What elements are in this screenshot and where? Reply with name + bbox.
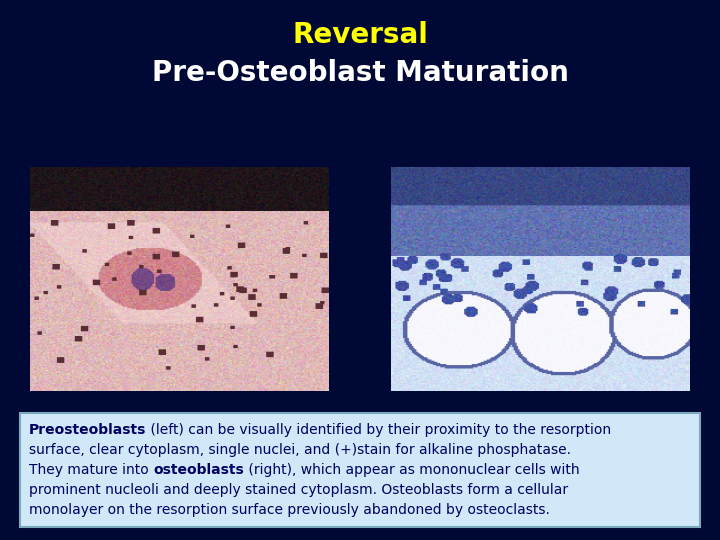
Text: surface, clear cytoplasm, single nuclei, and (+)stain for alkaline phosphatase.: surface, clear cytoplasm, single nuclei,… <box>29 443 571 457</box>
Text: Preosteoblasts: Preosteoblasts <box>29 423 146 437</box>
Text: (left) can be visually identified by their proximity to the resorption: (left) can be visually identified by the… <box>146 423 611 437</box>
Text: (right), which appear as mononuclear cells with: (right), which appear as mononuclear cel… <box>243 463 580 477</box>
Text: Reversal: Reversal <box>292 21 428 49</box>
Text: Osteoblasts: Osteoblasts <box>463 178 556 192</box>
Text: Pre-Osteoblast Maturation: Pre-Osteoblast Maturation <box>152 59 568 87</box>
Text: They mature into: They mature into <box>29 463 153 477</box>
FancyBboxPatch shape <box>20 413 700 526</box>
Text: prominent nucleoli and deeply stained cytoplasm. Osteoblasts form a cellular: prominent nucleoli and deeply stained cy… <box>29 483 568 497</box>
Text: osteoblasts: osteoblasts <box>153 463 243 477</box>
Text: Preosteoblasts: Preosteoblasts <box>73 178 191 192</box>
Text: monolayer on the resorption surface previously abandoned by osteoclasts.: monolayer on the resorption surface prev… <box>29 503 549 517</box>
